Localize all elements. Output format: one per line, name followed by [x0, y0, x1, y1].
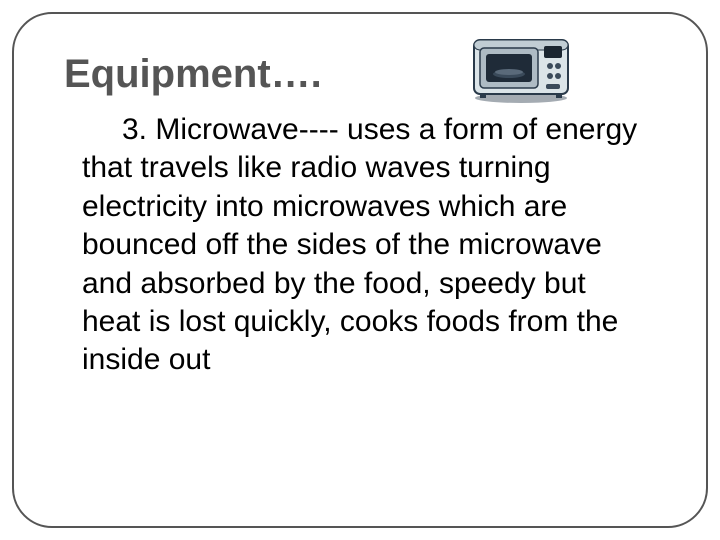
- slide-body-text: 3. Microwave---- uses a form of energy t…: [64, 111, 656, 380]
- microwave-icon: [466, 32, 576, 104]
- slide-frame: Equipment…. 3. Microwave---- uses a form…: [12, 12, 708, 528]
